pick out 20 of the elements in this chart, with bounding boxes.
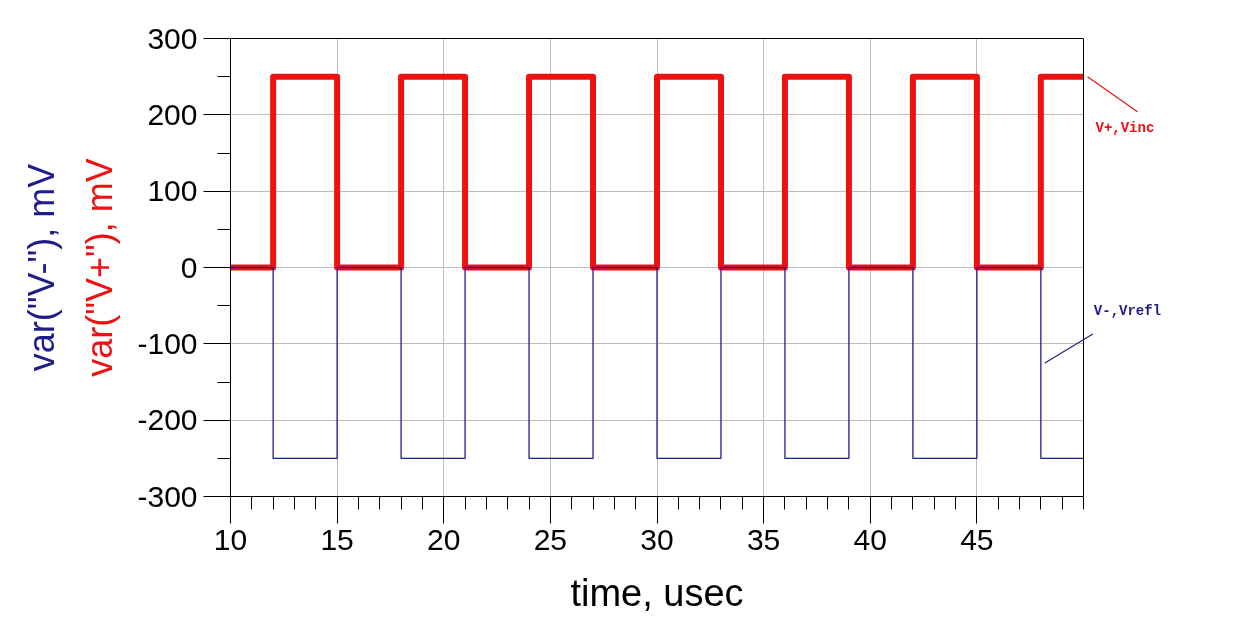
y-tick-label: -200 <box>137 403 198 437</box>
x-tick-label: 10 <box>213 522 248 556</box>
x-tick-label: 35 <box>746 522 781 556</box>
text: var("V-"), mV <box>20 163 62 372</box>
y-tick-label: -300 <box>137 479 198 513</box>
y-tick-label: 100 <box>147 174 198 208</box>
y-tick-label: 0 <box>180 250 198 284</box>
x-tick-label: 30 <box>640 522 674 556</box>
x-tick-label: 45 <box>960 522 994 556</box>
y-tick-label: 200 <box>147 97 198 131</box>
x-tick-label: 15 <box>320 522 354 556</box>
annotation: V+,Vinc <box>1095 119 1155 136</box>
x-tick-label: 20 <box>427 522 461 556</box>
y-tick-label: -100 <box>137 326 198 360</box>
annotation: V-,Vrefl <box>1093 302 1162 319</box>
y-tick-label: 300 <box>147 21 198 55</box>
x-tick-label: 25 <box>533 522 568 556</box>
x-axis-title: time, usec <box>570 571 744 614</box>
text: var("V+"), mV <box>78 158 120 377</box>
x-tick-label: 40 <box>853 522 887 556</box>
